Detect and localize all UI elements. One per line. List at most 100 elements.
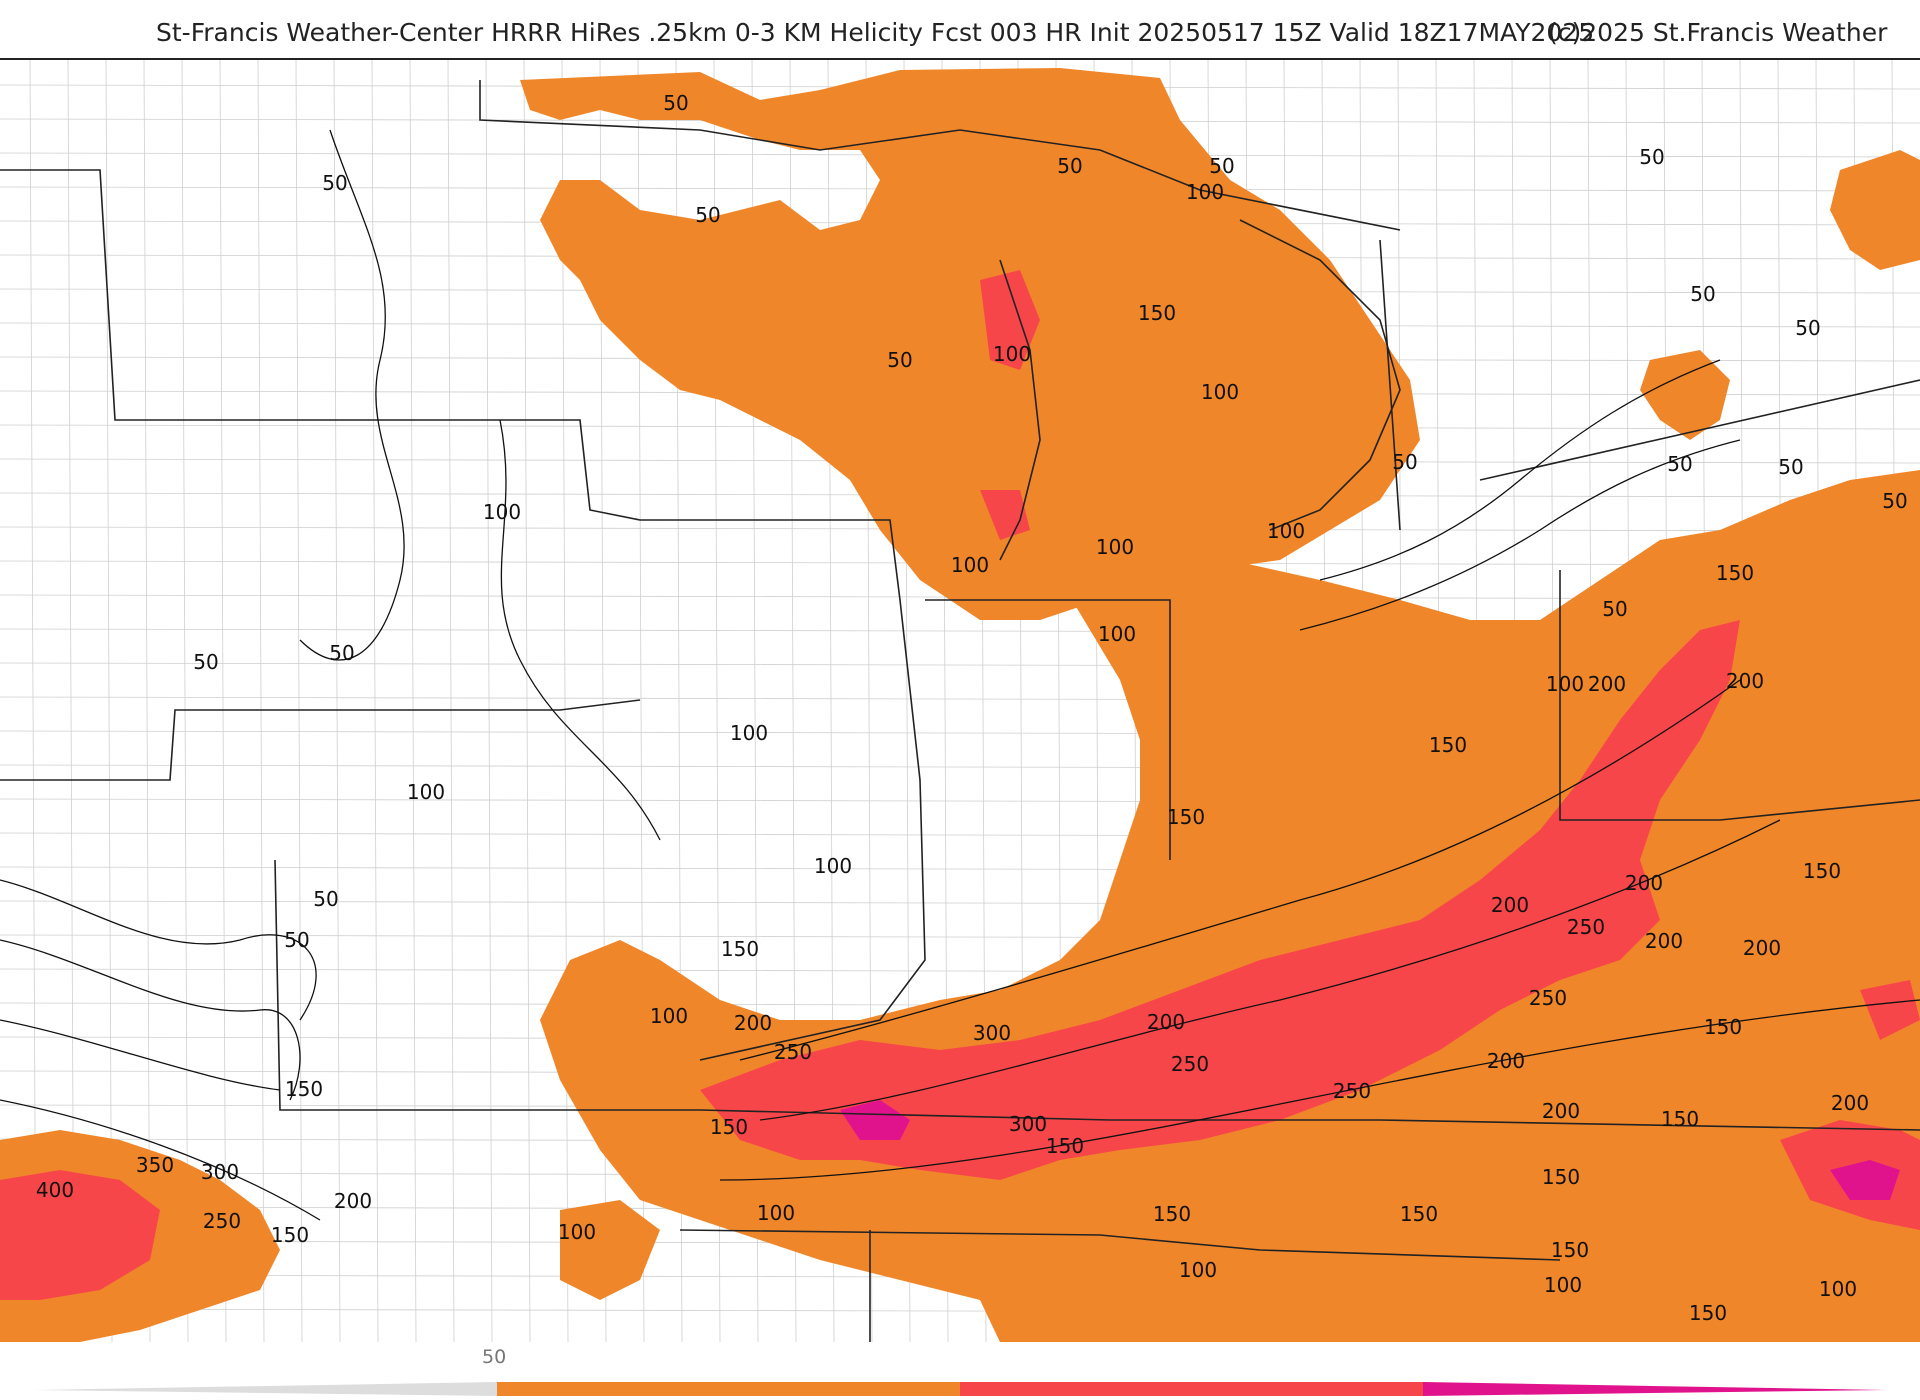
magenta-core-east: [1830, 1160, 1900, 1200]
contour-50-west: [0, 879, 317, 1021]
contour-ridge-2: [759, 819, 1781, 1121]
contour-label-100: 100: [814, 854, 852, 878]
contour-label-100: 100: [1096, 535, 1134, 559]
legend-segment-50: [497, 1382, 960, 1396]
state-line-5: [1559, 570, 1920, 821]
great-lakes-shore: [999, 219, 1401, 561]
state-line-1: [0, 169, 926, 1061]
contour-label-50: 50: [1795, 316, 1820, 340]
contour-label-150: 150: [271, 1223, 309, 1247]
contour-label-50: 50: [695, 203, 720, 227]
state-line-3: [274, 859, 1920, 1131]
county-line: [29, 60, 37, 1342]
contour-label-100: 100: [1819, 1277, 1857, 1301]
contour-label-100: 100: [558, 1220, 596, 1244]
contour-label-50: 50: [193, 650, 218, 674]
state-line-4: [925, 599, 1171, 860]
contour-label-150: 150: [1716, 561, 1754, 585]
northeast-line: [1379, 239, 1920, 531]
contour-label-200: 200: [1588, 672, 1626, 696]
legend-first-label: 50: [482, 1346, 507, 1368]
contour-label-100: 100: [650, 1004, 688, 1028]
contour-label-50: 50: [1209, 154, 1234, 178]
red-core-north-2: [980, 490, 1030, 540]
contour-label-200: 200: [1645, 929, 1683, 953]
contour-label-100: 100: [483, 500, 521, 524]
contour-label-150: 150: [1551, 1238, 1589, 1262]
contour-label-100: 100: [1544, 1273, 1582, 1297]
orange-region-michigan: [900, 170, 1360, 510]
county-line: [409, 60, 417, 1342]
state-line-6: [679, 1229, 1561, 1261]
contour-label-200: 200: [1726, 669, 1764, 693]
orange-region-northeast: [1640, 350, 1730, 440]
contour-150-west: [0, 1019, 281, 1091]
contour-label-100: 100: [993, 342, 1031, 366]
contour-label-100: 100: [757, 1201, 795, 1225]
county-line: [485, 60, 493, 1342]
copyright-notice: (c)2025 St.Francis Weather: [1548, 18, 1888, 47]
legend-segment-400: [1423, 1382, 1886, 1396]
contour-label-150: 150: [1400, 1202, 1438, 1226]
contour-label-100: 100: [1546, 672, 1584, 696]
contour-label-100: 100: [1186, 180, 1224, 204]
contour-label-400: 400: [36, 1178, 74, 1202]
contour-label-200: 200: [1542, 1099, 1580, 1123]
contour-label-150: 150: [1542, 1165, 1580, 1189]
contour-label-200: 200: [1625, 871, 1663, 895]
state-line-2: [0, 699, 641, 781]
contour-label-50: 50: [1667, 452, 1692, 476]
contour-label-300: 300: [1009, 1112, 1047, 1136]
contour-label-150: 150: [1167, 805, 1205, 829]
county-line: [181, 60, 189, 1342]
contour-label-100: 100: [951, 553, 989, 577]
contour-label-100: 100: [407, 780, 445, 804]
helicity-band-400-plus: [840, 1100, 1900, 1200]
contour-label-200: 200: [1491, 893, 1529, 917]
contour-label-50: 50: [322, 171, 347, 195]
contour-label-200: 200: [1487, 1049, 1525, 1073]
contour-ridge-3: [719, 999, 1920, 1181]
county-line: [295, 60, 303, 1342]
orange-region-northeast-2: [1830, 150, 1920, 270]
county-line: [257, 60, 265, 1342]
contour-label-50: 50: [329, 641, 354, 665]
contour-label-150: 150: [721, 937, 759, 961]
map-title: St-Francis Weather-Center HRRR HiRes .25…: [156, 18, 1595, 47]
contour-label-150: 150: [1689, 1301, 1727, 1325]
contour-label-250: 250: [774, 1040, 812, 1064]
contour-label-50: 50: [1690, 282, 1715, 306]
red-core-north: [980, 270, 1040, 370]
contour-label-150: 150: [1429, 733, 1467, 757]
contour-label-200: 200: [1831, 1091, 1869, 1115]
contour-label-50: 50: [1602, 597, 1627, 621]
contour-ne: [1319, 359, 1721, 581]
color-legend: 50: [0, 1340, 1920, 1400]
county-line: [561, 60, 569, 1342]
contour-label-150: 150: [1803, 859, 1841, 883]
contour-100-west: [0, 939, 301, 1101]
red-core-ne: [1860, 980, 1920, 1040]
contour-label-250: 250: [1333, 1079, 1371, 1103]
orange-region-south: [560, 1200, 660, 1300]
contour-label-50: 50: [1882, 489, 1907, 513]
contour-label-50: 50: [1778, 455, 1803, 479]
contour-label-50: 50: [887, 348, 912, 372]
contour-label-150: 150: [710, 1115, 748, 1139]
contour-label-50: 50: [1057, 154, 1082, 178]
legend-segment-200: [960, 1382, 1423, 1396]
contour-label-50: 50: [1392, 450, 1417, 474]
contour-label-200: 200: [734, 1011, 772, 1035]
contour-north: [299, 129, 405, 661]
red-core-southwest: [0, 1170, 160, 1300]
county-line: [371, 60, 379, 1342]
contour-label-150: 150: [1661, 1107, 1699, 1131]
contour-label-50: 50: [284, 928, 309, 952]
contour-label-100: 100: [1201, 380, 1239, 404]
contour-label-250: 250: [203, 1209, 241, 1233]
contour-label-50: 50: [1639, 145, 1664, 169]
contour-200-west: [0, 1099, 321, 1221]
county-line: [447, 60, 455, 1342]
